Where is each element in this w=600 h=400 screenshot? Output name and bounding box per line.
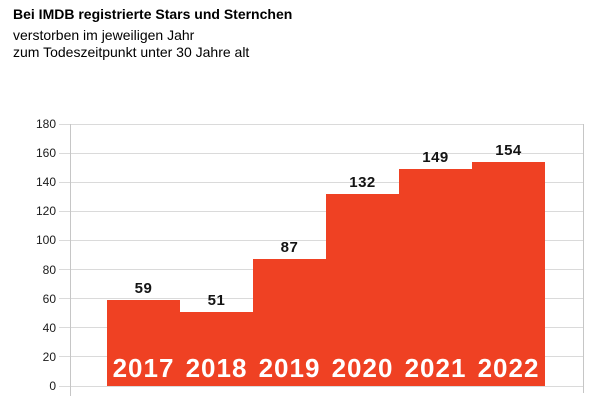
y-gridline — [59, 181, 583, 183]
y-gridline — [59, 385, 583, 387]
bar-year-label: 2021 — [404, 353, 467, 383]
bar-value-label: 87 — [280, 239, 299, 257]
bar-value-label: 59 — [134, 280, 153, 298]
chart-header: Bei IMDB registrierte Stars und Sternche… — [13, 6, 292, 61]
y-axis-tick-label: 40 — [42, 320, 56, 335]
y-gridline — [59, 239, 583, 241]
bar-value-label: 132 — [349, 173, 376, 191]
bar-2022 — [472, 161, 545, 386]
y-axis-tick-label: 140 — [35, 175, 56, 190]
plot-area: 0 20 40 60 80 100 120 140 160 180 59 2017 51 2018 87 20… — [36, 117, 584, 396]
y-axis-tick-label: 100 — [35, 233, 56, 248]
bar-2020 — [326, 193, 399, 386]
y-axis-tick-label: 0 — [49, 379, 56, 393]
bar-2021 — [399, 169, 472, 386]
y-axis-tick-label: 180 — [35, 117, 56, 131]
chart-subtitle-line2: zum Todeszeitpunkt unter 30 Jahre alt — [13, 44, 250, 60]
bar-2018 — [180, 311, 253, 386]
bar-value-label: 51 — [207, 291, 226, 309]
bar-year-label: 2022 — [477, 353, 540, 383]
y-gridline — [59, 210, 583, 212]
y-axis-tick-label: 160 — [35, 146, 56, 161]
bar-year-label: 2018 — [185, 353, 248, 383]
y-gridline — [59, 152, 583, 154]
bar-value-label: 154 — [495, 141, 522, 159]
plot-right-border — [583, 124, 584, 393]
y-axis-tick-label: 80 — [42, 262, 56, 277]
chart-subtitle-line1: verstorben im jeweiligen Jahr — [13, 27, 195, 43]
y-axis-tick-label: 120 — [35, 204, 56, 219]
bar-year-label: 2017 — [112, 353, 175, 383]
y-axis-tick-label: 20 — [42, 349, 56, 364]
y-axis-line — [70, 124, 71, 396]
bar-year-label: 2019 — [258, 353, 321, 383]
bar-2017 — [107, 300, 180, 386]
bar-value-label: 149 — [422, 149, 449, 167]
bar-year-label: 2020 — [331, 353, 394, 383]
bar-2019 — [253, 259, 326, 386]
y-axis-tick-label: 60 — [42, 291, 56, 306]
chart-title: Bei IMDB registrierte Stars und Sternche… — [13, 6, 293, 22]
y-gridline — [59, 123, 583, 125]
